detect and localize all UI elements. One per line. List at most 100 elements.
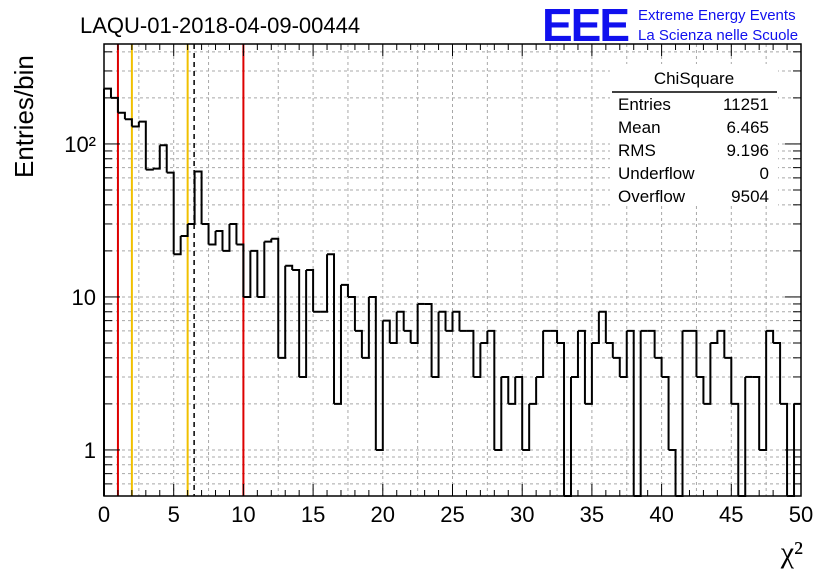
x-tick-labels: 0 5 10 15 20 25 30 35 40 45 50 <box>98 502 813 527</box>
stats-box-background <box>610 64 778 206</box>
histogram-bin <box>689 329 698 377</box>
histogram-bin <box>696 375 705 404</box>
stats-label: Entries <box>618 95 671 114</box>
histogram-bin <box>222 223 231 252</box>
histogram-bin <box>473 343 482 378</box>
histogram-bin <box>626 329 635 496</box>
run-title: LAQU-01-2018-04-09-00444 <box>80 13 360 38</box>
stats-value: 11251 <box>723 95 769 114</box>
histogram-bin <box>529 376 538 405</box>
histogram-bin <box>271 237 280 358</box>
histogram-bin <box>424 302 433 377</box>
histogram-bin <box>508 376 517 405</box>
histogram-bin <box>598 310 607 343</box>
histogram-bin <box>564 376 572 497</box>
histogram-bin <box>243 250 252 298</box>
x-tick-label: 0 <box>98 502 110 527</box>
x-tick-label: 15 <box>301 502 325 527</box>
histogram-bin <box>354 329 363 358</box>
stats-value: 9.196 <box>726 141 769 160</box>
histogram-bin <box>285 264 294 270</box>
histogram-bin <box>647 329 656 358</box>
histogram-bin <box>731 402 740 496</box>
logo-line-2: La Scienza nelle Scuole <box>638 27 798 44</box>
histogram-bin <box>654 356 663 377</box>
histogram-bin <box>675 330 684 497</box>
stats-label: RMS <box>618 141 656 160</box>
histogram-bin <box>536 330 545 378</box>
histogram-bin <box>257 241 266 298</box>
histogram-bin <box>347 295 356 331</box>
histogram-bin <box>292 269 301 377</box>
histogram-bin <box>494 376 503 451</box>
histogram-bin <box>180 223 189 238</box>
histogram-bin <box>577 329 586 404</box>
stats-box: ChiSquare Entries 11251 Mean 6.465 RMS 9.196 U… <box>610 64 778 206</box>
histogram-bin <box>152 145 161 170</box>
histogram-bin <box>389 311 398 344</box>
stats-label: Overflow <box>618 187 686 206</box>
y-axis-title: Entries/bin <box>9 55 39 178</box>
histogram-bin <box>138 120 147 170</box>
histogram-bin <box>612 356 621 377</box>
histogram-bin <box>766 329 775 343</box>
histogram-bin <box>717 329 726 358</box>
stats-title: ChiSquare <box>654 69 734 88</box>
logo-line-1: Extreme Energy Events <box>638 7 796 24</box>
histogram-bin <box>320 254 329 313</box>
histogram-bin <box>445 311 454 332</box>
histogram-bin <box>375 320 384 451</box>
histogram-bin <box>752 375 761 450</box>
histogram-bin <box>452 310 461 331</box>
histogram-bin <box>215 229 224 251</box>
histogram-bin <box>250 249 259 297</box>
histogram-bin <box>661 375 670 450</box>
histogram-bin <box>278 265 287 359</box>
stats-value: 0 <box>760 164 769 183</box>
x-tick-label: 5 <box>168 502 180 527</box>
histogram-bin <box>550 329 559 343</box>
x-tick-label: 25 <box>440 502 464 527</box>
histogram-bin <box>173 236 182 256</box>
histogram-bin <box>773 342 782 404</box>
logo-mark: EEE <box>542 0 628 51</box>
histogram-bin <box>619 330 628 378</box>
histogram-bin <box>738 376 747 497</box>
histogram-bin <box>759 330 768 451</box>
histogram-bin <box>431 311 440 378</box>
histogram-bin <box>584 343 593 405</box>
histogram-bin <box>264 238 273 243</box>
y-tick-label: 10² <box>64 132 96 157</box>
histogram-bin <box>703 343 712 405</box>
histogram-bin <box>229 222 238 245</box>
histogram-bin <box>201 222 210 245</box>
histogram-bin <box>605 342 614 358</box>
histogram-bin <box>208 230 217 246</box>
histogram-bin <box>501 375 510 404</box>
histogram-bin <box>145 168 154 171</box>
histogram-bin <box>487 329 496 450</box>
histogram-bin <box>710 330 719 344</box>
histogram-bin <box>306 269 315 312</box>
histogram-bin <box>438 310 447 331</box>
histogram-bin <box>334 284 342 405</box>
x-tick-label: 40 <box>649 502 673 527</box>
histogram-bin <box>633 330 642 497</box>
histogram-bin <box>187 171 196 225</box>
histogram-bin <box>104 87 112 98</box>
histogram-bin <box>159 144 168 173</box>
histogram-bin <box>236 243 245 297</box>
histogram-bin <box>382 319 391 343</box>
axis-ticks <box>103 44 802 497</box>
histogram-bin <box>480 330 489 344</box>
histogram-bin <box>131 121 140 128</box>
histogram-bin <box>117 111 126 120</box>
x-tick-label: 50 <box>789 502 813 527</box>
y-tick-label: 1 <box>84 438 96 463</box>
x-tick-label: 10 <box>231 502 255 527</box>
histogram-bin <box>110 96 119 113</box>
stats-label: Underflow <box>618 164 695 183</box>
histogram-bin <box>368 295 377 450</box>
stats-label: Mean <box>618 118 661 137</box>
